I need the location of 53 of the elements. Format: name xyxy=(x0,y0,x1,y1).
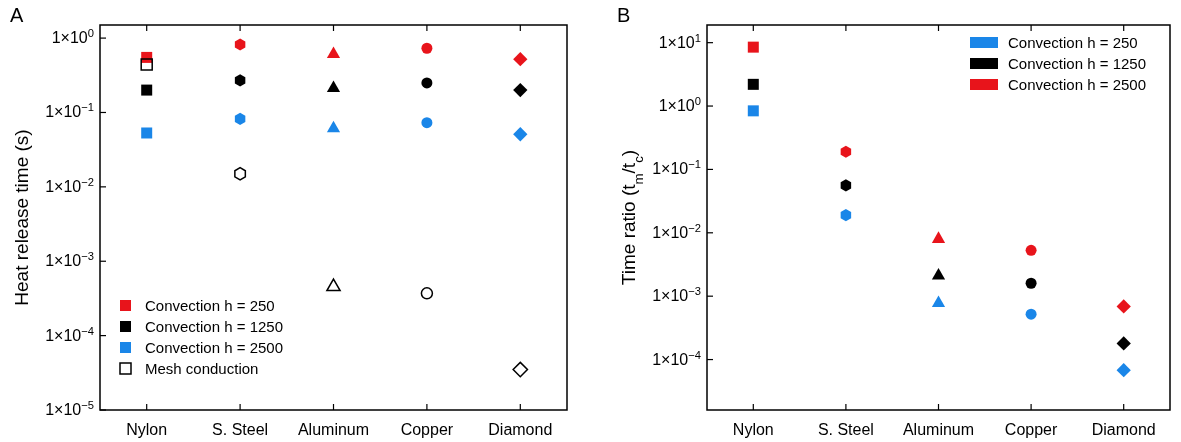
y-tick-label: 1×10$^{0}$ xyxy=(51,27,94,47)
point xyxy=(1025,308,1037,320)
point xyxy=(326,278,341,292)
point xyxy=(747,105,759,117)
x-tick-label: Copper xyxy=(400,421,454,438)
x-tick-label: Copper xyxy=(1004,421,1059,438)
point xyxy=(840,209,852,222)
x-tick-label: Nylon xyxy=(732,421,774,438)
x-tick-label: Nylon xyxy=(126,421,168,438)
y-tick-label: 1×10$^{−4}$ xyxy=(652,348,701,368)
x-tick-label: Aluminum xyxy=(902,421,975,438)
x-tick-label: Aluminum xyxy=(297,421,370,438)
legend-label: Mesh conduction xyxy=(145,360,259,377)
legend-label: Convection h = 2500 xyxy=(145,339,284,356)
legend-label: Convection h = 1250 xyxy=(1008,55,1147,72)
y-tick-label: 1×10$^{−1}$ xyxy=(652,158,701,178)
point xyxy=(1025,277,1037,289)
point xyxy=(747,78,759,90)
point xyxy=(747,41,759,53)
legend-label: Convection h = 1250 xyxy=(145,318,284,335)
x-tick-label: Diamond xyxy=(488,421,553,438)
y-tick-label: 1×10$^{−3}$ xyxy=(45,250,94,270)
point xyxy=(234,166,247,181)
chart-title: B xyxy=(617,4,631,26)
point xyxy=(141,84,153,96)
x-tick-label: S. Steel xyxy=(212,421,269,438)
y-tick-label: 1×10$^{−5}$ xyxy=(45,399,94,418)
point xyxy=(421,117,433,129)
point xyxy=(234,112,246,125)
point xyxy=(420,287,434,300)
point xyxy=(140,58,153,71)
y-tick-label: 1×10$^{1}$ xyxy=(658,31,701,51)
y-tick-label: 1×10$^{0}$ xyxy=(658,95,701,115)
y-axis-title: Heat release time (s) xyxy=(11,129,32,306)
y-tick-label: 1×10$^{−4}$ xyxy=(45,324,94,344)
x-tick-label: Diamond xyxy=(1091,421,1156,438)
y-tick-label: 1×10$^{−1}$ xyxy=(45,101,94,121)
point xyxy=(234,74,246,87)
x-tick-label: S. Steel xyxy=(817,421,874,438)
chart-title: A xyxy=(10,4,24,26)
point xyxy=(141,127,153,139)
legend-label: Convection h = 250 xyxy=(145,297,275,314)
point xyxy=(421,42,433,54)
y-tick-label: 1×10$^{−2}$ xyxy=(45,175,94,195)
legend-label: Convection h = 2500 xyxy=(1008,76,1147,93)
point xyxy=(234,38,246,51)
legend-label: Convection h = 250 xyxy=(1008,34,1138,51)
y-tick-label: 1×10$^{−3}$ xyxy=(652,285,701,305)
point xyxy=(840,145,852,158)
point xyxy=(421,77,433,89)
point xyxy=(840,179,852,192)
point xyxy=(1025,244,1037,256)
y-tick-label: 1×10$^{−2}$ xyxy=(652,221,701,241)
